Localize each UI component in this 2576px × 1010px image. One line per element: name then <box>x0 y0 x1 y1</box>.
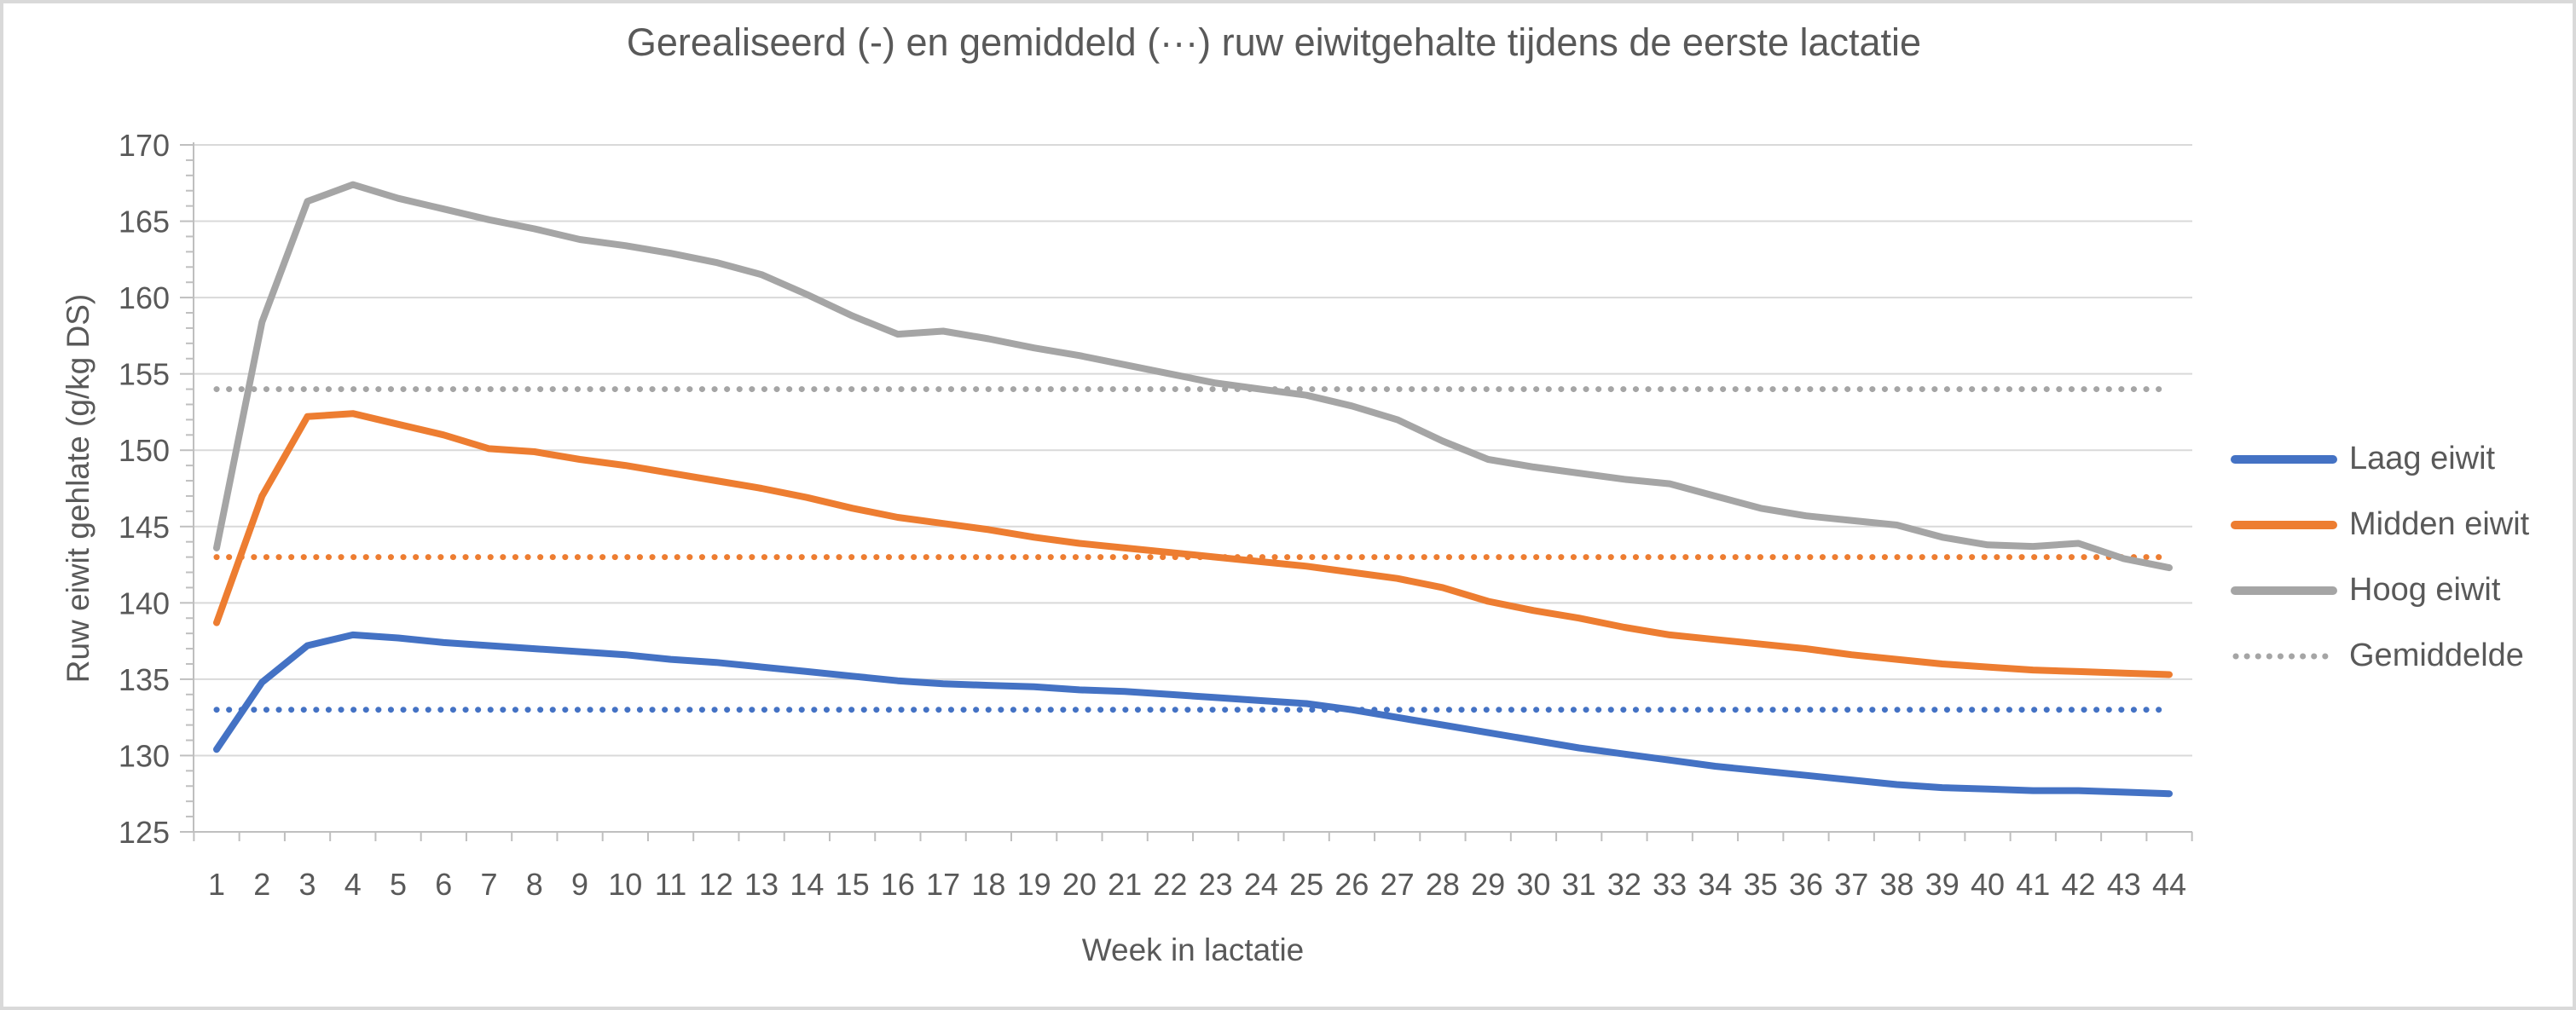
x-tick-label-15: 15 <box>836 867 870 902</box>
x-tick-label-31: 31 <box>1562 867 1596 902</box>
x-tick-label-12: 12 <box>699 867 733 902</box>
x-tick-label-1: 1 <box>208 867 225 902</box>
x-tick-label-3: 3 <box>298 867 315 902</box>
x-tick-label-8: 8 <box>526 867 543 902</box>
y-tick-label-135: 135 <box>119 662 170 697</box>
chart-title: Gerealiseerd (-) en gemiddeld (···) ruw … <box>626 20 1922 64</box>
y-tick-label-130: 130 <box>119 738 170 773</box>
x-tick-label-24: 24 <box>1244 867 1278 902</box>
x-tick-label-28: 28 <box>1426 867 1460 902</box>
x-tick-label-41: 41 <box>2016 867 2050 902</box>
x-tick-label-16: 16 <box>881 867 915 902</box>
y-tick-label-165: 165 <box>119 205 170 240</box>
x-tick-label-13: 13 <box>744 867 779 902</box>
x-tick-label-43: 43 <box>2107 867 2141 902</box>
legend-label: Laag eiwit <box>2349 441 2496 476</box>
legend-item-hoog-eiwit: Hoog eiwit <box>2231 557 2529 623</box>
legend-item-gemiddelde: Gemiddelde <box>2231 623 2529 689</box>
x-tick-label-4: 4 <box>344 867 362 902</box>
y-tick-label-170: 170 <box>119 128 170 163</box>
x-tick-label-26: 26 <box>1334 867 1369 902</box>
x-tick-label-21: 21 <box>1108 867 1142 902</box>
x-tick-label-39: 39 <box>1925 867 1959 902</box>
y-tick-label-160: 160 <box>119 280 170 315</box>
x-tick-label-20: 20 <box>1062 867 1097 902</box>
x-tick-label-6: 6 <box>435 867 452 902</box>
x-tick-label-10: 10 <box>608 867 642 902</box>
x-tick-label-17: 17 <box>926 867 960 902</box>
legend-swatch-solid-icon <box>2231 454 2337 464</box>
series-line-midden-eiwit <box>213 410 2173 678</box>
x-tick-label-36: 36 <box>1789 867 1823 902</box>
x-tick-label-35: 35 <box>1744 867 1778 902</box>
x-tick-label-44: 44 <box>2152 867 2186 902</box>
legend-swatch-solid-icon <box>2231 586 2337 595</box>
x-tick-label-11: 11 <box>655 867 686 902</box>
legend-swatch-solid-icon <box>2231 520 2337 529</box>
x-tick-label-30: 30 <box>1516 867 1550 902</box>
x-tick-label-9: 9 <box>571 867 588 902</box>
x-tick-label-22: 22 <box>1153 867 1187 902</box>
y-tick-label-125: 125 <box>119 815 170 850</box>
x-tick-label-2: 2 <box>253 867 270 902</box>
legend-label: Midden eiwit <box>2349 506 2530 542</box>
legend-label: Gemiddelde <box>2349 638 2524 673</box>
y-tick-label-140: 140 <box>119 586 170 620</box>
x-tick-label-5: 5 <box>390 867 407 902</box>
x-tick-label-33: 33 <box>1653 867 1687 902</box>
x-tick-label-18: 18 <box>971 867 1005 902</box>
legend-swatch-dotted-icon <box>2232 653 2336 659</box>
y-tick-label-155: 155 <box>119 357 170 392</box>
x-tick-label-29: 29 <box>1471 867 1505 902</box>
x-tick-label-37: 37 <box>1834 867 1868 902</box>
x-tick-label-40: 40 <box>1971 867 2005 902</box>
x-tick-label-23: 23 <box>1199 867 1233 902</box>
x-tick-label-34: 34 <box>1698 867 1732 902</box>
series-line-laag-eiwit <box>213 631 2173 798</box>
legend-item-midden-eiwit: Midden eiwit <box>2231 492 2529 557</box>
y-tick-label-150: 150 <box>119 433 170 468</box>
x-tick-label-27: 27 <box>1381 867 1415 902</box>
x-tick-label-14: 14 <box>790 867 824 902</box>
x-tick-label-19: 19 <box>1017 867 1051 902</box>
series-line-hoog-eiwit <box>213 181 2173 572</box>
x-tick-label-42: 42 <box>2061 867 2095 902</box>
x-tick-label-32: 32 <box>1607 867 1641 902</box>
x-axis-title: Week in lactatie <box>1081 932 1305 967</box>
y-tick-label-145: 145 <box>119 510 170 545</box>
x-tick-label-25: 25 <box>1289 867 1323 902</box>
legend: Laag eiwit Midden eiwit Hoog eiwit Gemiddel… <box>2231 426 2529 689</box>
legend-label: Hoog eiwit <box>2349 572 2501 608</box>
x-tick-label-7: 7 <box>481 867 498 902</box>
x-tick-label-38: 38 <box>1879 867 1913 902</box>
legend-item-laag-eiwit: Laag eiwit <box>2231 426 2529 492</box>
